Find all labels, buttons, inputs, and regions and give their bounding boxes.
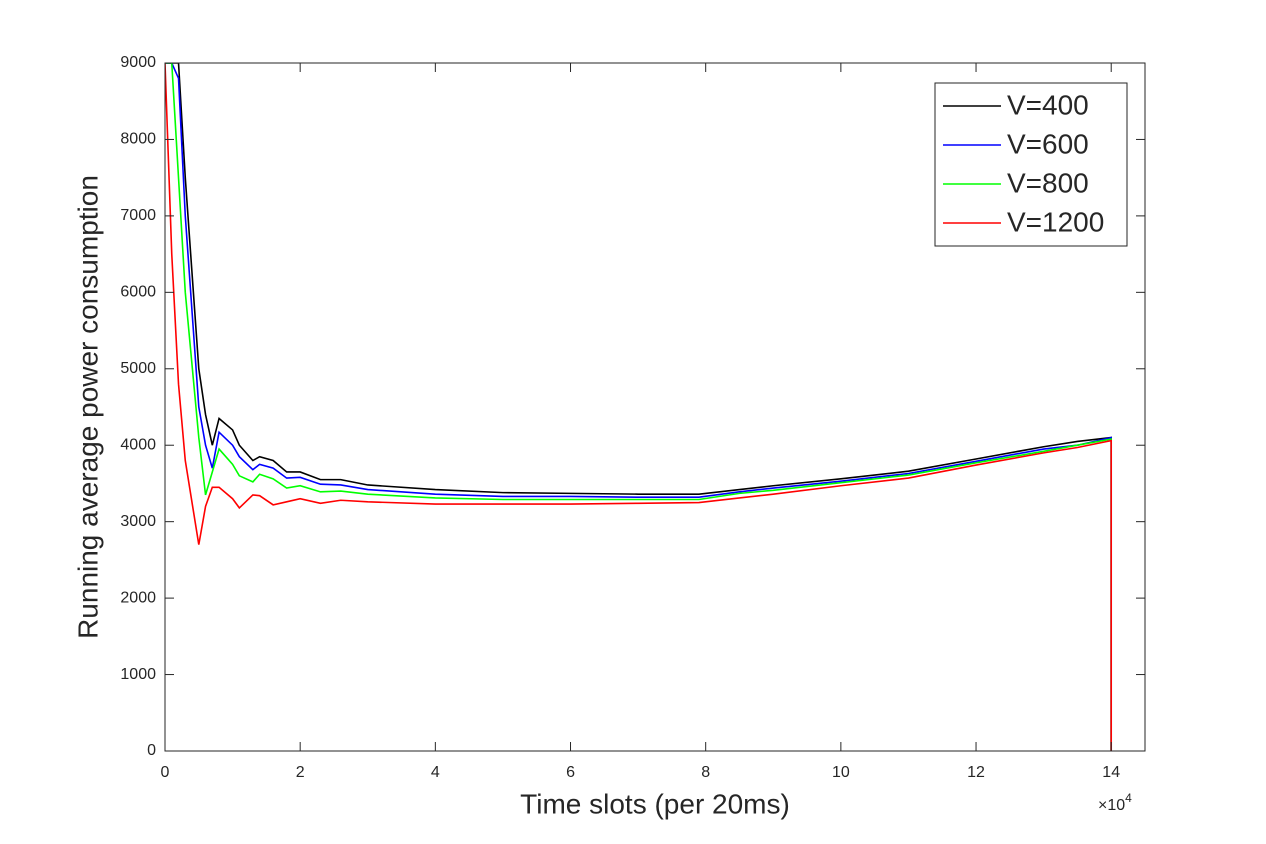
y-tick-label: 7000 (120, 207, 156, 224)
y-tick-label: 8000 (120, 131, 156, 148)
x-tick-label: 10 (832, 764, 850, 781)
y-axis-label: Running average power consumption (72, 175, 103, 639)
x-tick-label: 4 (431, 764, 440, 781)
legend-label: V=600 (1007, 128, 1089, 159)
y-tick-label: 9000 (120, 54, 156, 71)
x-tick-label: 14 (1102, 764, 1120, 781)
plot-lines (165, 63, 1113, 751)
legend-label: V=800 (1007, 167, 1089, 198)
series-line (165, 63, 1113, 751)
y-tick-label: 4000 (120, 436, 156, 453)
x-axis-label: Time slots (per 20ms) (520, 788, 790, 819)
y-tick-label: 1000 (120, 666, 156, 683)
x-tick-label: 12 (967, 764, 985, 781)
x-exponent-power: 4 (1125, 791, 1132, 805)
legend: V=400 V=600 V=800 V=1200 (934, 82, 1128, 247)
x-exponent: ×104 (1098, 791, 1132, 814)
x-tick-label: 8 (701, 764, 710, 781)
legend-label: V=1200 (1007, 206, 1104, 237)
series-line (165, 63, 1113, 751)
y-tick-label: 3000 (120, 513, 156, 530)
x-tick-label: 0 (161, 764, 170, 781)
legend-box (934, 82, 1128, 247)
y-tick-label: 2000 (120, 589, 156, 606)
axes-box (164, 62, 1146, 752)
y-tick-label: 0 (147, 742, 156, 759)
x-exponent-base: ×10 (1098, 797, 1125, 814)
legend-label: V=400 (1007, 89, 1089, 120)
series-line (165, 63, 1113, 751)
series-line (165, 63, 1113, 751)
y-tick-label: 6000 (120, 284, 156, 301)
y-tick-label: 5000 (120, 360, 156, 377)
x-tick-label: 2 (296, 764, 305, 781)
x-tick-label: 6 (566, 764, 575, 781)
